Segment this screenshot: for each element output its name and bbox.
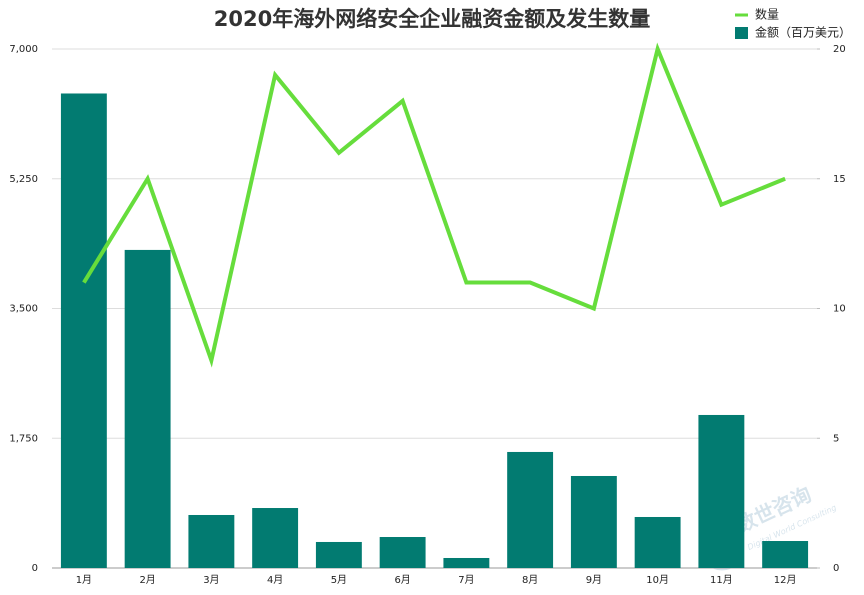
bar <box>698 414 745 568</box>
x-tick-label: 6月 <box>394 574 410 586</box>
y2-tick-label: 5 <box>833 433 839 444</box>
bar <box>124 249 171 569</box>
x-tick-label: 4月 <box>267 574 283 586</box>
y2-tick-label: 10 <box>833 304 846 315</box>
y2-tick-label: 15 <box>833 174 846 185</box>
bar <box>762 541 809 568</box>
x-tick-label: 11月 <box>710 574 733 586</box>
x-tick-label: 5月 <box>331 574 347 586</box>
y-tick-label: 7,000 <box>9 44 38 55</box>
bar <box>634 516 681 568</box>
bar <box>379 537 426 568</box>
bar <box>188 514 235 568</box>
bar <box>443 557 490 568</box>
legend-swatch <box>735 27 748 39</box>
x-tick-label: 9月 <box>586 574 602 586</box>
legend-label: 数量 <box>755 7 779 22</box>
bar <box>507 451 554 568</box>
x-tick-label: 8月 <box>522 574 538 586</box>
x-tick-label: 12月 <box>774 574 797 586</box>
y-tick-label: 3,500 <box>9 304 38 315</box>
bar <box>315 541 362 568</box>
y-tick-label: 1,750 <box>9 433 38 444</box>
x-tick-label: 10月 <box>646 574 669 586</box>
watermark-title: 数世咨询 <box>732 482 815 538</box>
y2-tick-label: 20 <box>833 44 846 55</box>
bar <box>570 475 617 568</box>
line <box>82 42 786 368</box>
x-tick-label: 3月 <box>203 574 219 586</box>
x-tick-label: 1月 <box>76 574 92 586</box>
bar <box>60 93 107 568</box>
legend-label: 金额（百万美元） <box>755 25 851 40</box>
y-tick-label: 5,250 <box>9 174 38 185</box>
chart-title: 2020年海外网络安全企业融资金额及发生数量 <box>214 7 650 31</box>
bar <box>252 508 299 568</box>
y2-tick-label: 0 <box>833 563 839 574</box>
x-tick-label: 2月 <box>139 574 155 586</box>
y-tick-label: 0 <box>32 563 38 574</box>
x-tick-label: 7月 <box>458 574 474 586</box>
